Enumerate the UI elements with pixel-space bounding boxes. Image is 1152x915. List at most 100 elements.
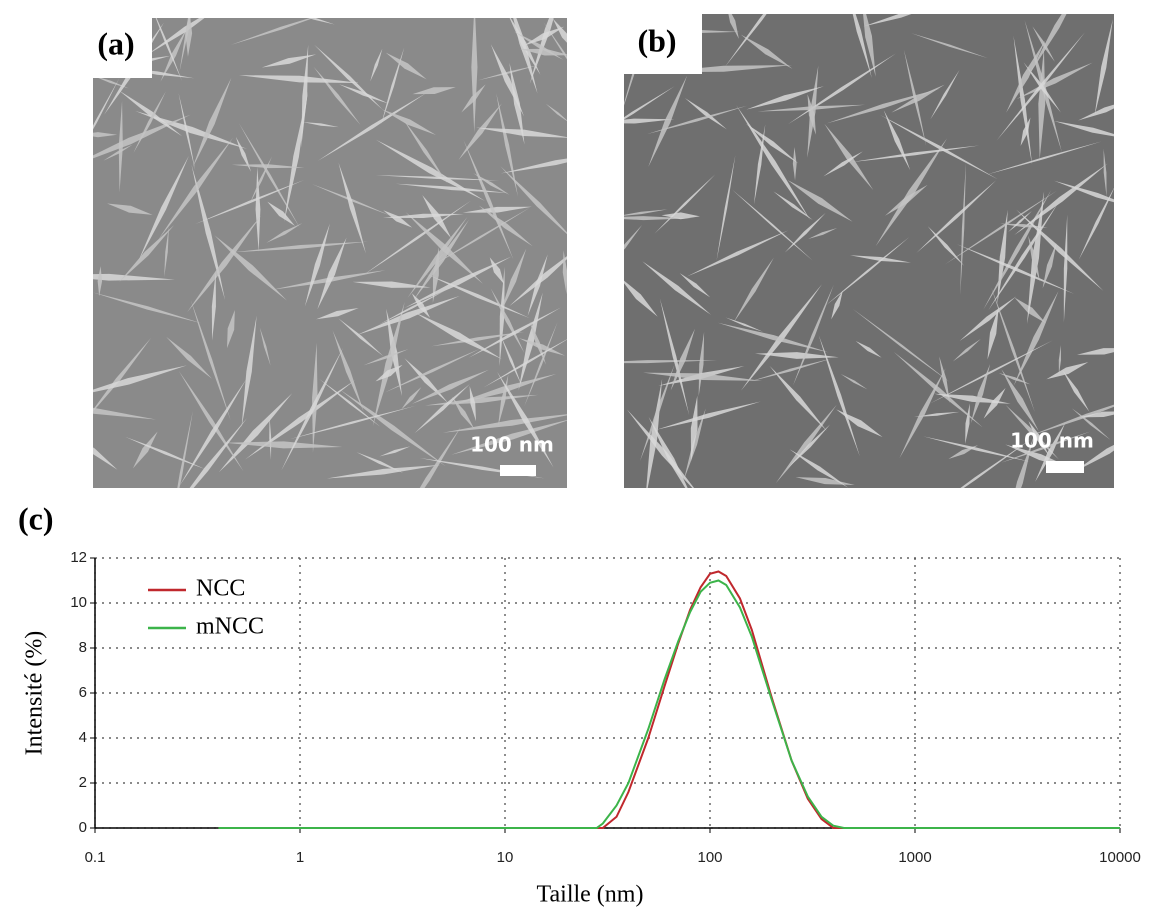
panel-label: (b) — [637, 22, 676, 58]
fiber — [524, 321, 558, 407]
fiber — [269, 416, 272, 460]
fiber — [646, 105, 748, 135]
fiber — [1054, 180, 1114, 203]
fiber — [403, 119, 448, 184]
fiber — [178, 93, 196, 171]
fiber — [741, 284, 822, 391]
fiber — [899, 368, 946, 459]
fiber — [732, 189, 813, 261]
fiber — [468, 307, 561, 358]
fiber — [191, 164, 226, 301]
fiber — [301, 44, 309, 148]
fiber — [267, 201, 295, 226]
fiber — [970, 364, 991, 424]
x-tick-label: 1000 — [898, 849, 931, 866]
fiber — [378, 290, 446, 325]
fiber — [401, 387, 422, 410]
fiber — [469, 386, 477, 422]
fiber — [185, 18, 193, 57]
x-tick-label: 10000 — [1099, 849, 1141, 866]
fiber — [624, 216, 691, 221]
x-tick-label: 10 — [497, 849, 514, 866]
fiber — [372, 302, 405, 427]
fiber — [312, 342, 318, 453]
fiber — [624, 118, 675, 124]
fiber — [1046, 362, 1089, 380]
fiber — [356, 295, 460, 335]
fiber — [478, 205, 533, 247]
fiber — [543, 21, 567, 60]
fiber — [825, 237, 910, 306]
fiber — [903, 49, 927, 146]
fiber — [352, 281, 431, 288]
fiber — [381, 109, 436, 135]
fiber — [463, 139, 514, 260]
fiber — [308, 18, 335, 25]
fiber — [728, 14, 739, 39]
fiber — [1062, 370, 1090, 412]
fiber — [1035, 422, 1066, 482]
fiber — [356, 452, 404, 473]
fiber — [757, 104, 866, 112]
fiber — [317, 237, 347, 310]
fiber — [500, 248, 527, 313]
fiber — [407, 216, 468, 298]
fiber — [863, 14, 876, 77]
fiber — [326, 464, 441, 479]
fiber — [93, 75, 129, 89]
fiber — [363, 349, 409, 366]
fiber — [233, 241, 369, 253]
fiber — [471, 18, 478, 133]
fiber — [231, 164, 305, 169]
fiber — [462, 206, 532, 213]
fiber — [826, 88, 941, 124]
fiber — [927, 226, 965, 266]
fiber — [684, 97, 727, 130]
fiber — [624, 224, 643, 250]
fiber — [289, 405, 416, 440]
fiber — [659, 298, 690, 416]
fiber — [624, 86, 675, 120]
fiber — [238, 122, 301, 229]
fiber — [497, 371, 554, 468]
fiber — [1020, 117, 1031, 146]
fiber — [717, 322, 829, 353]
fiber — [414, 383, 470, 434]
fiber — [93, 292, 202, 324]
fiber — [370, 48, 383, 82]
fiber — [725, 317, 764, 332]
fiber — [679, 273, 711, 298]
fiber — [411, 293, 431, 318]
y-tick-label: 0 — [79, 819, 87, 836]
fiber — [314, 44, 383, 110]
fiber — [382, 213, 464, 219]
fiber — [155, 18, 183, 82]
fiber — [929, 340, 1053, 404]
fiber — [458, 103, 502, 161]
fiber — [753, 124, 766, 205]
fiber — [880, 114, 998, 180]
fiber — [412, 87, 456, 95]
fiber — [836, 409, 883, 438]
fiber — [840, 373, 868, 390]
fiber — [959, 296, 1017, 341]
fiber — [135, 111, 247, 149]
fiber — [93, 77, 120, 130]
fiber — [683, 408, 706, 480]
fiber — [1094, 19, 1113, 116]
fiber — [944, 190, 1058, 265]
fiber — [849, 255, 912, 263]
y-tick-label: 2 — [79, 774, 87, 791]
fiber — [500, 166, 567, 235]
fiber — [740, 34, 793, 69]
fiber — [1014, 163, 1108, 236]
fiber — [716, 155, 736, 261]
y-tick-label: 12 — [70, 549, 87, 566]
fiber — [624, 360, 718, 364]
fiber — [93, 273, 175, 281]
fiber — [520, 48, 567, 56]
panel-label: (a) — [97, 25, 134, 61]
fiber — [852, 308, 950, 383]
fiber — [218, 393, 293, 473]
fiber — [545, 103, 567, 122]
